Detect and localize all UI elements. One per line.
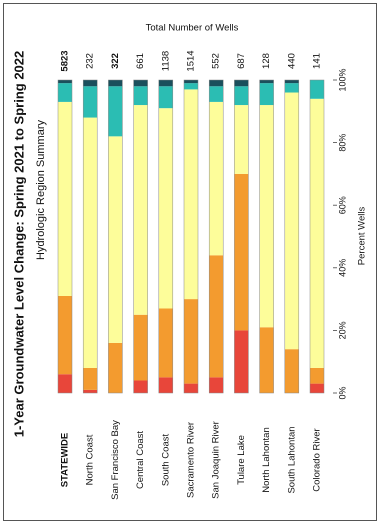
bar-segment-3-0 (58, 101, 72, 296)
bar-outline-6 (208, 79, 224, 394)
bar-segment-5-7 (234, 80, 249, 87)
bar-segment-3-4 (158, 108, 173, 309)
tick-label-0: 0% (337, 386, 347, 399)
bar-outline-9 (284, 79, 300, 394)
tick-label-5: 100% (337, 68, 347, 91)
bar-segment-3-7 (234, 105, 249, 174)
bar-segment-3-9 (284, 92, 299, 350)
bar-segment-1-7 (234, 330, 249, 393)
bar-segment-3-8 (259, 105, 274, 328)
bar-segment-4-0 (58, 83, 72, 102)
bar-outline-7 (234, 79, 249, 394)
bar-segment-5-5 (184, 80, 198, 84)
bar-segment-4-2 (108, 86, 123, 137)
bar-segment-2-0 (58, 295, 72, 375)
bar-segment-1-4 (158, 377, 173, 393)
total-label-6: 552 (211, 53, 222, 69)
bar-segment-5-8 (259, 80, 274, 84)
x-axis-label: Percent Wells (357, 207, 368, 266)
tick-label-1: 20% (337, 321, 347, 339)
bar-segment-2-2 (108, 342, 123, 393)
bar-segment-4-9 (284, 83, 299, 93)
bar-segment-5-3 (133, 80, 148, 87)
bar-segment-4-7 (234, 86, 249, 106)
category-label-1: North Coast (85, 434, 96, 485)
bar-segment-4-4 (158, 86, 173, 109)
category-label-6: San Joaquin River (211, 421, 222, 499)
bar-segment-1-3 (133, 380, 148, 393)
bar-segment-2-9 (284, 349, 299, 393)
bar-outline-0 (57, 79, 73, 394)
bar-segment-1-5 (184, 383, 198, 393)
total-label-4: 1138 (160, 51, 171, 71)
chart-subtitle: Hydrologic Region Summary (35, 120, 47, 260)
total-label-7: 687 (236, 53, 247, 69)
total-label-10: 141 (312, 53, 323, 69)
bar-segment-5-0 (58, 80, 72, 84)
bar-segment-2-5 (184, 299, 198, 384)
category-label-5: Sacramento River (186, 422, 197, 498)
total-label-5: 1514 (186, 50, 197, 71)
bar-segment-4-1 (83, 86, 98, 118)
bar-segment-4-6 (209, 86, 224, 102)
bar-outline-2 (108, 79, 123, 394)
bar-segment-3-1 (83, 117, 98, 368)
bar-segment-1-1 (83, 389, 98, 393)
category-label-3: Central Coast (135, 431, 146, 489)
tick-label-2: 40% (337, 259, 347, 277)
bar-segment-5-9 (284, 80, 299, 84)
bar-segment-5-6 (209, 80, 224, 87)
total-label-2: 322 (110, 53, 121, 69)
total-label-0: 5823 (60, 50, 71, 71)
category-label-8: North Lahontan (261, 427, 272, 493)
bar-segment-2-3 (133, 314, 148, 381)
tick-label-3: 60% (337, 196, 347, 214)
total-label-3: 661 (135, 53, 146, 69)
top-axis-label: Total Number of Wells (146, 23, 239, 34)
bar-segment-4-3 (133, 86, 148, 106)
bar-segment-2-4 (158, 308, 173, 378)
total-label-9: 440 (286, 53, 297, 69)
category-label-4: South Coast (160, 434, 171, 487)
bar-segment-3-10 (310, 98, 324, 368)
bar-segment-5-4 (158, 80, 173, 87)
bar-segment-4-5 (184, 83, 198, 90)
figure-frame (3, 3, 377, 521)
bar-segment-5-1 (83, 80, 98, 87)
bar-segment-2-10 (310, 367, 324, 384)
tick-label-4: 80% (337, 134, 347, 152)
bar-outline-8 (259, 79, 274, 394)
total-label-8: 128 (261, 53, 272, 69)
bar-outline-5 (183, 79, 199, 394)
category-label-7: Tulare Lake (236, 435, 247, 485)
bar-segment-2-7 (234, 173, 249, 331)
bar-segment-4-10 (310, 80, 324, 99)
bar-outline-1 (82, 79, 98, 394)
bar-segment-3-2 (108, 136, 123, 343)
bar-outline-4 (158, 79, 174, 394)
chart-title: 1-Year Groundwater Level Change: Spring … (11, 51, 26, 438)
bar-segment-2-1 (83, 367, 98, 390)
bar-outline-3 (133, 79, 148, 394)
bar-segment-3-6 (209, 101, 224, 256)
total-label-1: 232 (85, 53, 96, 69)
bar-segment-2-8 (259, 327, 274, 393)
bar-segment-5-2 (108, 80, 123, 87)
bar-segment-1-6 (209, 377, 224, 393)
bar-segment-4-8 (259, 83, 274, 106)
bar-outline-10 (309, 79, 325, 394)
category-label-9: South Lahontan (286, 426, 297, 493)
category-label-10: Colorado River (312, 428, 323, 491)
category-label-0: STATEWIDE (60, 433, 71, 488)
bar-segment-1-0 (58, 374, 72, 393)
bar-segment-2-6 (209, 255, 224, 378)
category-label-2: San Francisco Bay (110, 420, 121, 500)
bar-segment-3-5 (184, 89, 198, 300)
bar-segment-3-3 (133, 105, 148, 315)
bar-segment-1-10 (310, 383, 324, 393)
